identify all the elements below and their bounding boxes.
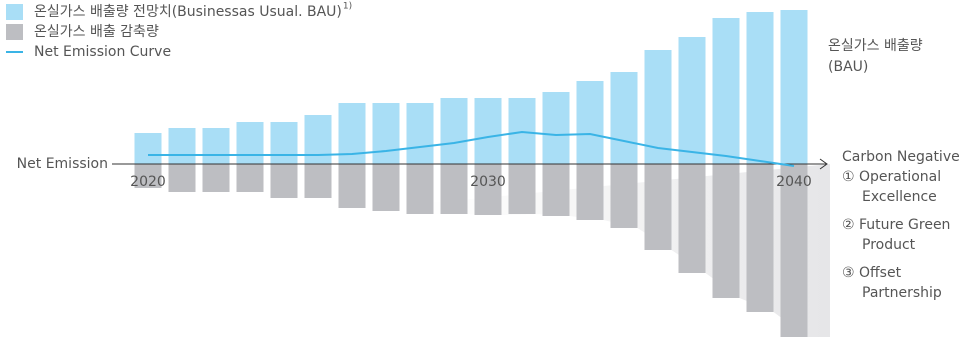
option-label: ① Operational xyxy=(842,169,941,185)
bar xyxy=(202,164,230,192)
legend-label: 온실가스 배출량 전망치(Businessas Usual. BAU) xyxy=(34,4,342,20)
bar xyxy=(270,164,298,198)
legend-swatch xyxy=(6,24,23,40)
bar xyxy=(678,164,706,273)
bar xyxy=(440,164,468,214)
x-tick-label: 2030 xyxy=(470,174,506,190)
bar xyxy=(406,164,434,214)
bar xyxy=(236,122,264,164)
option-label: Excellence xyxy=(862,189,937,205)
bar xyxy=(576,81,604,164)
bar xyxy=(610,164,638,228)
bar xyxy=(780,164,808,337)
bar xyxy=(712,18,740,164)
axis-arrow xyxy=(819,158,828,170)
x-tick-label: 2020 xyxy=(130,174,166,190)
legend-label: Net Emission Curve xyxy=(34,44,171,60)
bar xyxy=(474,164,502,215)
option-label: ② Future Green xyxy=(842,217,950,233)
bar xyxy=(202,128,230,164)
bar xyxy=(610,72,638,164)
bar xyxy=(474,98,502,164)
bar xyxy=(440,98,468,164)
bar xyxy=(746,164,774,312)
bar xyxy=(134,133,162,164)
bar xyxy=(644,50,672,164)
bar xyxy=(780,10,808,164)
option-label: Partnership xyxy=(862,285,942,301)
legend-swatch xyxy=(6,4,23,20)
bar xyxy=(644,164,672,250)
bau-label: (BAU) xyxy=(828,59,868,75)
bar xyxy=(372,164,400,211)
bar xyxy=(372,103,400,164)
bar xyxy=(406,103,434,164)
bar xyxy=(304,164,332,198)
bar xyxy=(270,122,298,164)
option-label: Product xyxy=(862,237,916,253)
legend-label: 온실가스 배출 감축량 xyxy=(34,24,159,40)
x-tick-label: 2040 xyxy=(776,174,812,190)
bar xyxy=(338,164,366,208)
bar xyxy=(678,37,706,164)
bar xyxy=(168,128,196,164)
net-line xyxy=(148,130,795,167)
net-emission-label: Net Emission xyxy=(17,156,108,172)
bar xyxy=(746,12,774,164)
carbon-negative-label: Carbon Negative xyxy=(842,149,960,165)
bar xyxy=(712,164,740,298)
bar xyxy=(134,164,162,188)
bar xyxy=(508,164,536,214)
bar xyxy=(168,164,196,192)
legend-superscript: 1) xyxy=(343,2,352,12)
bau-label: 온실가스 배출량 xyxy=(828,38,923,54)
bar xyxy=(236,164,264,192)
option-label: ③ Offset xyxy=(842,265,902,281)
bar xyxy=(542,164,570,216)
bar xyxy=(576,164,604,220)
bar xyxy=(542,92,570,164)
bar xyxy=(304,115,332,164)
